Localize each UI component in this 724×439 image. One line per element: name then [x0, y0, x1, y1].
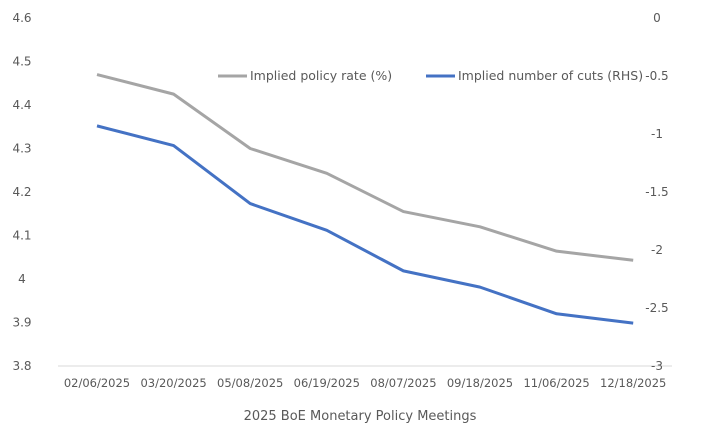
x-tick-label: 02/06/2025 — [64, 376, 130, 390]
y-tick-label: 4.6 — [12, 11, 31, 25]
series-line-cuts — [96, 124, 634, 325]
y2-tick-label: -2 — [651, 243, 663, 257]
y2-tick-label: -2.5 — [645, 301, 668, 315]
y2-tick-label: 0 — [653, 11, 661, 25]
x-tick-label: 11/06/2025 — [523, 376, 589, 390]
y-tick-label: 4.2 — [12, 185, 31, 199]
y-tick-label: 4.5 — [12, 55, 31, 69]
y2-tick-label: -3 — [651, 359, 663, 373]
x-tick-label: 09/18/2025 — [447, 376, 513, 390]
y-tick-label: 4 — [18, 272, 26, 286]
x-tick-label: 08/07/2025 — [370, 376, 436, 390]
y-tick-label: 3.9 — [12, 316, 31, 330]
y2-tick-label: -1.5 — [645, 185, 668, 199]
x-tick-label: 06/19/2025 — [294, 376, 360, 390]
y-tick-label: 4.3 — [12, 142, 31, 156]
legend: Implied policy rate (%) Implied number o… — [218, 68, 643, 83]
y-tick-label: 4.4 — [12, 98, 31, 112]
y-tick-label: 3.8 — [12, 359, 31, 373]
x-axis-title: 2025 BoE Monetary Policy Meetings — [244, 409, 477, 424]
legend-label-cuts: Implied number of cuts (RHS) — [458, 68, 643, 83]
y2-tick-label: -1 — [651, 127, 663, 141]
x-tick-label: 03/20/2025 — [140, 376, 206, 390]
series-line-policy-rate — [96, 73, 634, 262]
legend-label-policy-rate: Implied policy rate (%) — [250, 68, 392, 83]
y2-tick-label: -0.5 — [645, 69, 668, 83]
y-tick-label: 4.1 — [12, 229, 31, 243]
x-tick-label: 05/08/2025 — [217, 376, 283, 390]
x-tick-label: 12/18/2025 — [600, 376, 666, 390]
